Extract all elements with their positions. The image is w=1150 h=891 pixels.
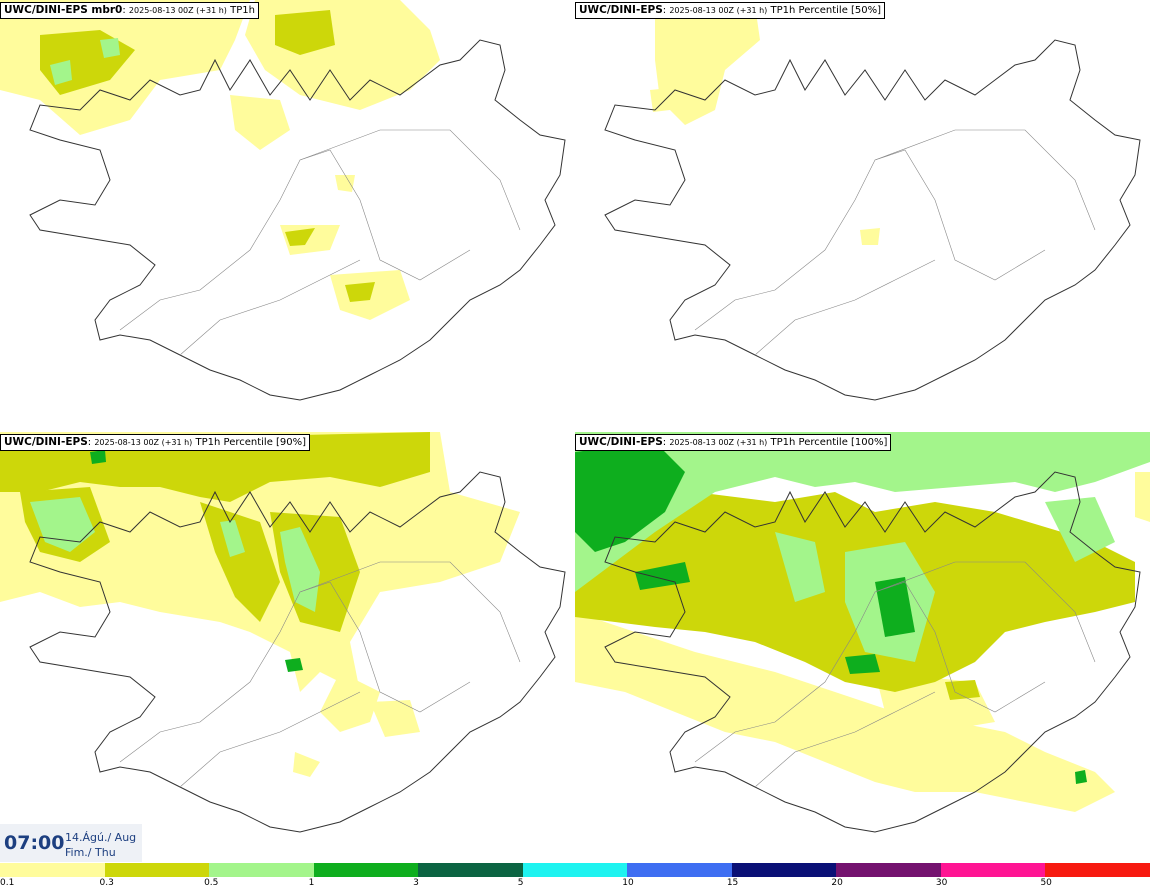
precip-fill-green [50, 38, 120, 85]
field-label: TP1h Percentile [90%] [195, 437, 307, 448]
road-network [694, 561, 1096, 788]
valid-time-clock: 07:00 [4, 832, 65, 854]
legend-label-9: 30 [935, 878, 948, 888]
legend-swatch-8 [836, 863, 942, 877]
iceland-coastline [604, 39, 1141, 401]
map-panel-mbr0: UWC/DINI-EPS mbr0: 2025-08-13 00Z (+31 h… [0, 0, 575, 432]
panel-title: UWC/DINI-EPS mbr0: 2025-08-13 00Z (+31 h… [0, 2, 259, 19]
map-panel-p50: UWC/DINI-EPS: 2025-08-13 00Z (+31 h) TP1… [575, 0, 1150, 432]
legend-swatch-9 [940, 863, 1046, 877]
legend-swatch-4 [418, 863, 524, 877]
model-label: UWC/DINI-EPS [579, 4, 663, 16]
valid-time-box: 07:00 14.Ágú./ Aug Fim./ Thu [0, 824, 142, 862]
legend-label-3: 1 [308, 878, 315, 888]
precip-fill-darkgreen [575, 442, 1087, 784]
model-label: UWC/DINI-EPS [579, 436, 663, 448]
road-network [119, 561, 521, 788]
legend-swatch-5 [522, 863, 628, 877]
field-label: TP1h Percentile [50%] [770, 5, 882, 16]
legend-label-10: 50 [1040, 878, 1052, 888]
panel-title: UWC/DINI-EPS: 2025-08-13 00Z (+31 h) TP1… [575, 434, 892, 451]
legend-label-6: 10 [622, 878, 634, 888]
precip-map [575, 432, 1150, 833]
valid-date: 14.Ágú./ Aug Fim./ Thu [65, 830, 136, 860]
panel-title: UWC/DINI-EPS: 2025-08-13 00Z (+31 h) TP1… [0, 434, 311, 451]
precip-map [0, 432, 566, 833]
legend-label-5: 5 [517, 878, 524, 888]
legend-swatch-2 [209, 863, 315, 877]
iceland-coastline [29, 39, 566, 401]
precip-fill-light [650, 5, 880, 245]
legend-label-0: 0.1 [0, 878, 15, 888]
road-network [119, 129, 521, 356]
precip-map [604, 5, 1141, 401]
valid-date-line1: 14.Ágú./ Aug [65, 831, 137, 844]
legend-swatch-0 [0, 863, 105, 877]
legend-swatch-1 [104, 863, 210, 877]
legend-label-1: 0.3 [99, 878, 114, 888]
map-panel-p100: UWC/DINI-EPS: 2025-08-13 00Z (+31 h) TP1… [575, 432, 1150, 864]
legend-swatch-6 [627, 863, 733, 877]
run-label: 2025-08-13 00Z (+31 h) [669, 438, 768, 447]
field-label: TP1h Percentile [100%] [770, 437, 888, 448]
legend-label-7: 15 [726, 878, 739, 888]
legend-label-4: 3 [413, 878, 419, 888]
map-panel-p90: UWC/DINI-EPS: 2025-08-13 00Z (+31 h) TP1… [0, 432, 575, 864]
color-legend: 0.1 0.3 0.5 1 3 5 10 15 20 30 50 [0, 863, 1150, 891]
field-label: TP1h [230, 5, 255, 16]
legend-swatch-10 [1045, 863, 1150, 877]
legend-label-2: 0.5 [204, 878, 219, 888]
model-label: UWC/DINI-EPS [4, 436, 88, 448]
run-label: 2025-08-13 00Z (+31 h) [128, 6, 227, 15]
precip-fill-olive [0, 432, 430, 632]
run-label: 2025-08-13 00Z (+31 h) [94, 438, 193, 447]
panel-title: UWC/DINI-EPS: 2025-08-13 00Z (+31 h) TP1… [575, 2, 886, 19]
legend-label-8: 20 [831, 878, 843, 888]
precip-fill-darkgreen [90, 450, 303, 672]
legend-swatch-3 [313, 863, 419, 877]
road-network [694, 129, 1096, 356]
run-label: 2025-08-13 00Z (+31 h) [669, 6, 768, 15]
iceland-coastline [604, 471, 1141, 833]
valid-date-line2: Fim./ Thu [65, 846, 116, 859]
iceland-coastline [29, 471, 566, 833]
legend-swatch-7 [731, 863, 837, 877]
model-label: UWC/DINI-EPS mbr0 [4, 4, 123, 16]
precip-map [0, 0, 566, 401]
